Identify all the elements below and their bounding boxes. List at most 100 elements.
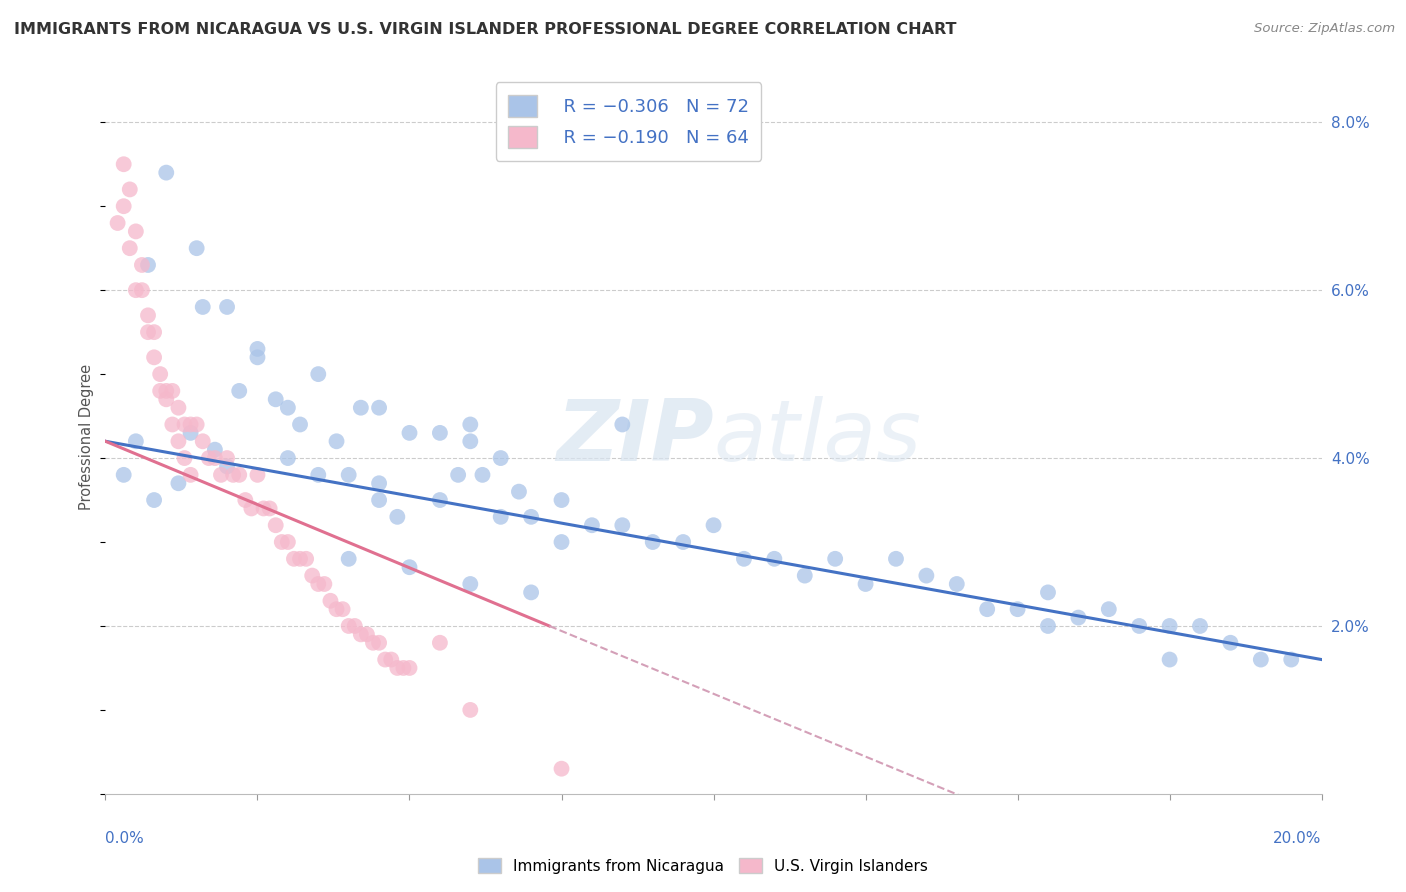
Point bbox=[264, 518, 287, 533]
Point bbox=[398, 560, 420, 574]
Point bbox=[252, 501, 274, 516]
Point bbox=[131, 283, 153, 297]
Point bbox=[392, 661, 415, 675]
Point bbox=[429, 425, 451, 440]
Point bbox=[332, 602, 354, 616]
Point bbox=[155, 166, 177, 180]
Point bbox=[288, 551, 311, 566]
Point bbox=[143, 325, 166, 339]
Point bbox=[824, 551, 846, 566]
Point bbox=[1279, 652, 1302, 666]
Point bbox=[368, 493, 391, 508]
Point bbox=[270, 535, 292, 549]
Point bbox=[217, 300, 239, 314]
Point bbox=[458, 577, 481, 591]
Point bbox=[149, 367, 172, 381]
Point bbox=[387, 509, 409, 524]
Legend:   R = −0.306   N = 72,   R = −0.190   N = 64: R = −0.306 N = 72, R = −0.190 N = 64 bbox=[495, 82, 761, 161]
Point bbox=[337, 467, 360, 482]
Point bbox=[301, 568, 323, 582]
Point bbox=[1159, 619, 1181, 633]
Point bbox=[240, 501, 263, 516]
Point bbox=[186, 241, 208, 255]
Point bbox=[209, 467, 232, 482]
Point bbox=[167, 401, 190, 415]
Point bbox=[702, 518, 725, 533]
Point bbox=[264, 392, 287, 407]
Point bbox=[361, 636, 384, 650]
Y-axis label: Professional Degree: Professional Degree bbox=[79, 364, 94, 510]
Point bbox=[155, 392, 177, 407]
Point bbox=[458, 434, 481, 449]
Point bbox=[173, 417, 195, 432]
Point bbox=[1250, 652, 1272, 666]
Point bbox=[319, 594, 342, 608]
Point bbox=[283, 551, 305, 566]
Point bbox=[118, 241, 141, 255]
Point bbox=[337, 619, 360, 633]
Point bbox=[343, 619, 366, 633]
Point bbox=[368, 476, 391, 491]
Point bbox=[374, 652, 396, 666]
Point bbox=[489, 451, 512, 466]
Point bbox=[550, 762, 572, 776]
Point bbox=[763, 551, 786, 566]
Point bbox=[350, 627, 373, 641]
Point bbox=[288, 417, 311, 432]
Point bbox=[1128, 619, 1150, 633]
Point bbox=[246, 467, 269, 482]
Point bbox=[458, 417, 481, 432]
Point bbox=[976, 602, 998, 616]
Point bbox=[277, 451, 299, 466]
Point bbox=[173, 451, 195, 466]
Point bbox=[204, 451, 226, 466]
Point bbox=[945, 577, 967, 591]
Text: Source: ZipAtlas.com: Source: ZipAtlas.com bbox=[1254, 22, 1395, 36]
Point bbox=[112, 157, 135, 171]
Legend: Immigrants from Nicaragua, U.S. Virgin Islanders: Immigrants from Nicaragua, U.S. Virgin I… bbox=[471, 852, 935, 880]
Point bbox=[1188, 619, 1211, 633]
Point bbox=[1036, 619, 1059, 633]
Point bbox=[1036, 585, 1059, 599]
Point bbox=[429, 493, 451, 508]
Point bbox=[204, 442, 226, 457]
Point bbox=[143, 493, 166, 508]
Point bbox=[429, 636, 451, 650]
Point bbox=[228, 467, 250, 482]
Point bbox=[398, 661, 420, 675]
Point bbox=[387, 661, 409, 675]
Point bbox=[612, 417, 634, 432]
Point bbox=[368, 401, 391, 415]
Point bbox=[180, 467, 202, 482]
Point bbox=[314, 577, 336, 591]
Point bbox=[458, 703, 481, 717]
Point bbox=[136, 258, 159, 272]
Point bbox=[228, 384, 250, 398]
Point bbox=[167, 476, 190, 491]
Point bbox=[1067, 610, 1090, 624]
Point bbox=[191, 300, 214, 314]
Point bbox=[380, 652, 402, 666]
Point bbox=[520, 585, 543, 599]
Point bbox=[672, 535, 695, 549]
Point bbox=[447, 467, 470, 482]
Point bbox=[915, 568, 938, 582]
Point bbox=[398, 425, 420, 440]
Point bbox=[233, 493, 256, 508]
Point bbox=[793, 568, 815, 582]
Point bbox=[307, 577, 329, 591]
Point bbox=[733, 551, 755, 566]
Point bbox=[471, 467, 494, 482]
Point bbox=[641, 535, 664, 549]
Point bbox=[855, 577, 877, 591]
Point bbox=[1159, 652, 1181, 666]
Point bbox=[180, 417, 202, 432]
Text: atlas: atlas bbox=[713, 395, 921, 479]
Point bbox=[222, 467, 245, 482]
Point bbox=[217, 459, 239, 474]
Point bbox=[489, 509, 512, 524]
Point bbox=[325, 602, 347, 616]
Point bbox=[337, 551, 360, 566]
Point bbox=[136, 309, 159, 323]
Point bbox=[118, 182, 141, 196]
